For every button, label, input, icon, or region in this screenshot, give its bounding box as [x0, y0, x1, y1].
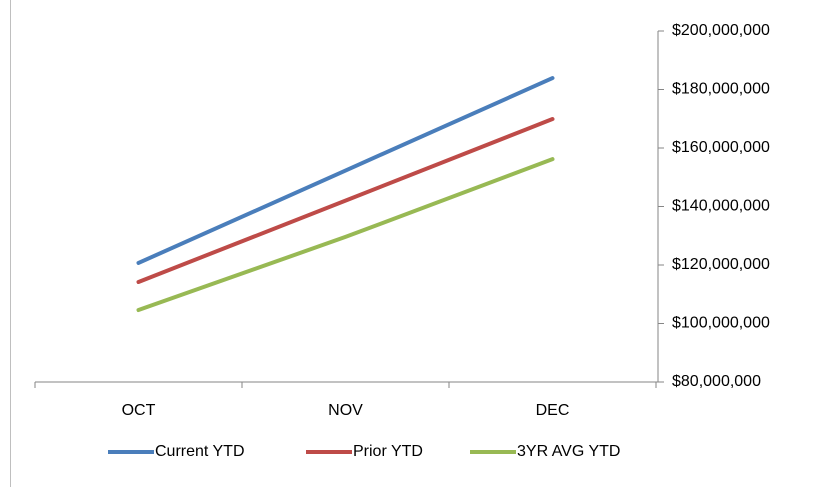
x-tick-label: NOV: [328, 402, 363, 419]
y-tick-label: $180,000,000: [672, 81, 770, 98]
series-line: [136, 157, 555, 313]
y-tick-label: $200,000,000: [672, 22, 770, 39]
y-tick-label: $100,000,000: [672, 315, 770, 332]
legend-label: Current YTD: [155, 443, 245, 460]
y-tick-label: $80,000,000: [672, 373, 761, 390]
y-tick-label: $160,000,000: [672, 139, 770, 156]
legend-label: Prior YTD: [353, 443, 423, 460]
y-tick-label: $140,000,000: [672, 198, 770, 215]
y-tick-label: $120,000,000: [672, 256, 770, 273]
x-tick-label: DEC: [536, 402, 570, 419]
chart-border: [10, 0, 11, 487]
legend-label: 3YR AVG YTD: [517, 443, 620, 460]
series-line: [136, 117, 555, 284]
x-tick-label: OCT: [122, 402, 156, 419]
series-line: [136, 76, 555, 265]
